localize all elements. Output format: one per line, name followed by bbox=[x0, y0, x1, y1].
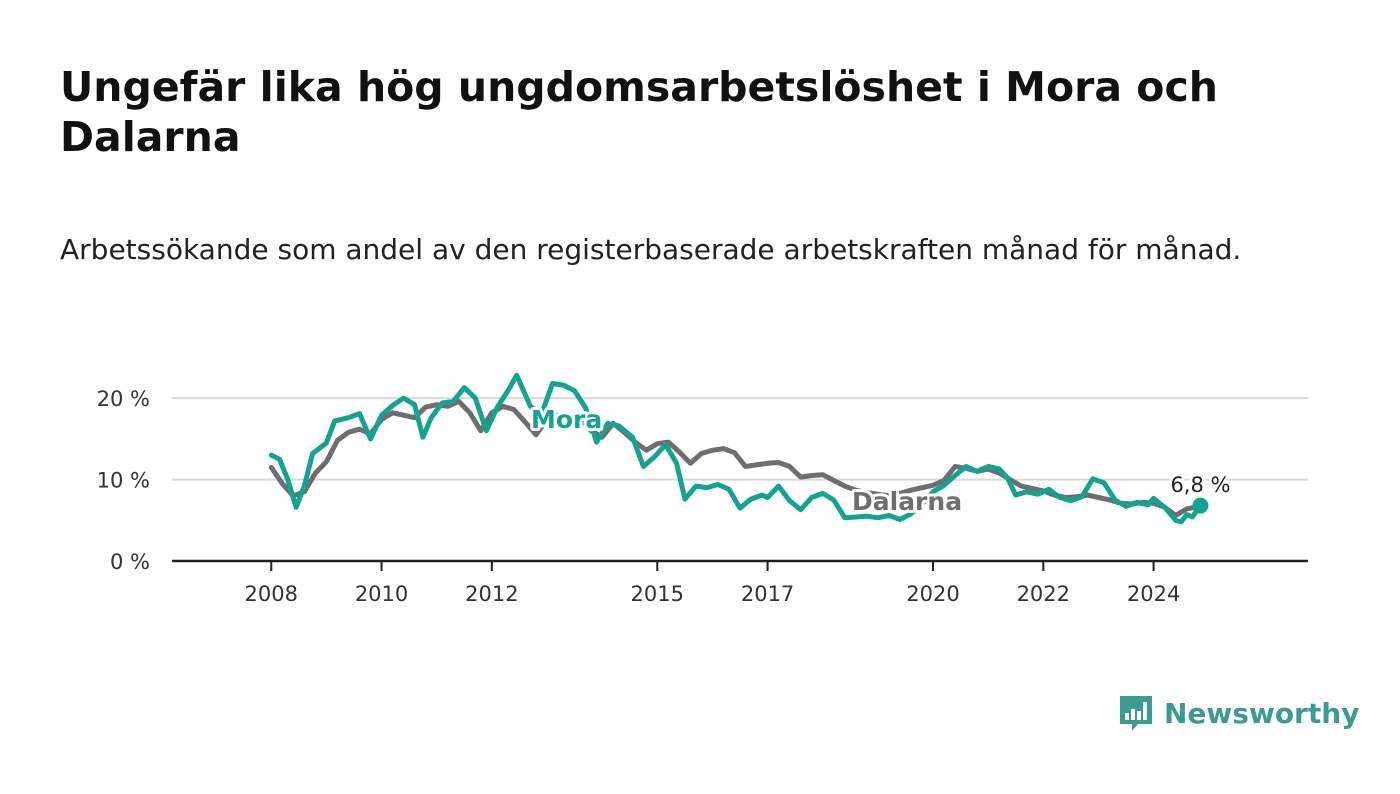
x-tick-label: 2024 bbox=[1127, 582, 1180, 606]
newsworthy-logo-text: Newsworthy bbox=[1164, 696, 1360, 730]
newsworthy-logo: Newsworthy bbox=[1118, 690, 1359, 736]
series-label-dalarna: Dalarna bbox=[852, 487, 962, 516]
end-point-marker bbox=[1192, 497, 1209, 514]
x-tick-label: 2020 bbox=[906, 582, 959, 606]
x-tick-label: 2015 bbox=[631, 582, 684, 606]
chart-subtitle: Arbetssökande som andel av den registerb… bbox=[60, 233, 1242, 266]
newsworthy-logo-icon bbox=[1120, 696, 1152, 731]
x-tick-label: 2010 bbox=[355, 582, 408, 606]
chart-title: Ungefär lika hög ungdomsarbetslöshet i M… bbox=[60, 63, 1218, 162]
y-tick-label: 10 % bbox=[97, 469, 150, 493]
y-tick-label: 0 % bbox=[110, 550, 150, 574]
end-value-label: 6,8 % bbox=[1170, 473, 1230, 497]
x-tick-label: 2017 bbox=[741, 582, 794, 606]
series-line-mora bbox=[268, 372, 1203, 525]
y-tick-label: 20 % bbox=[97, 387, 150, 411]
x-tick-label: 2008 bbox=[245, 582, 298, 606]
x-tick-label: 2012 bbox=[465, 582, 518, 606]
x-tick-label: 2022 bbox=[1017, 582, 1070, 606]
series-label-mora: Mora bbox=[531, 405, 602, 434]
